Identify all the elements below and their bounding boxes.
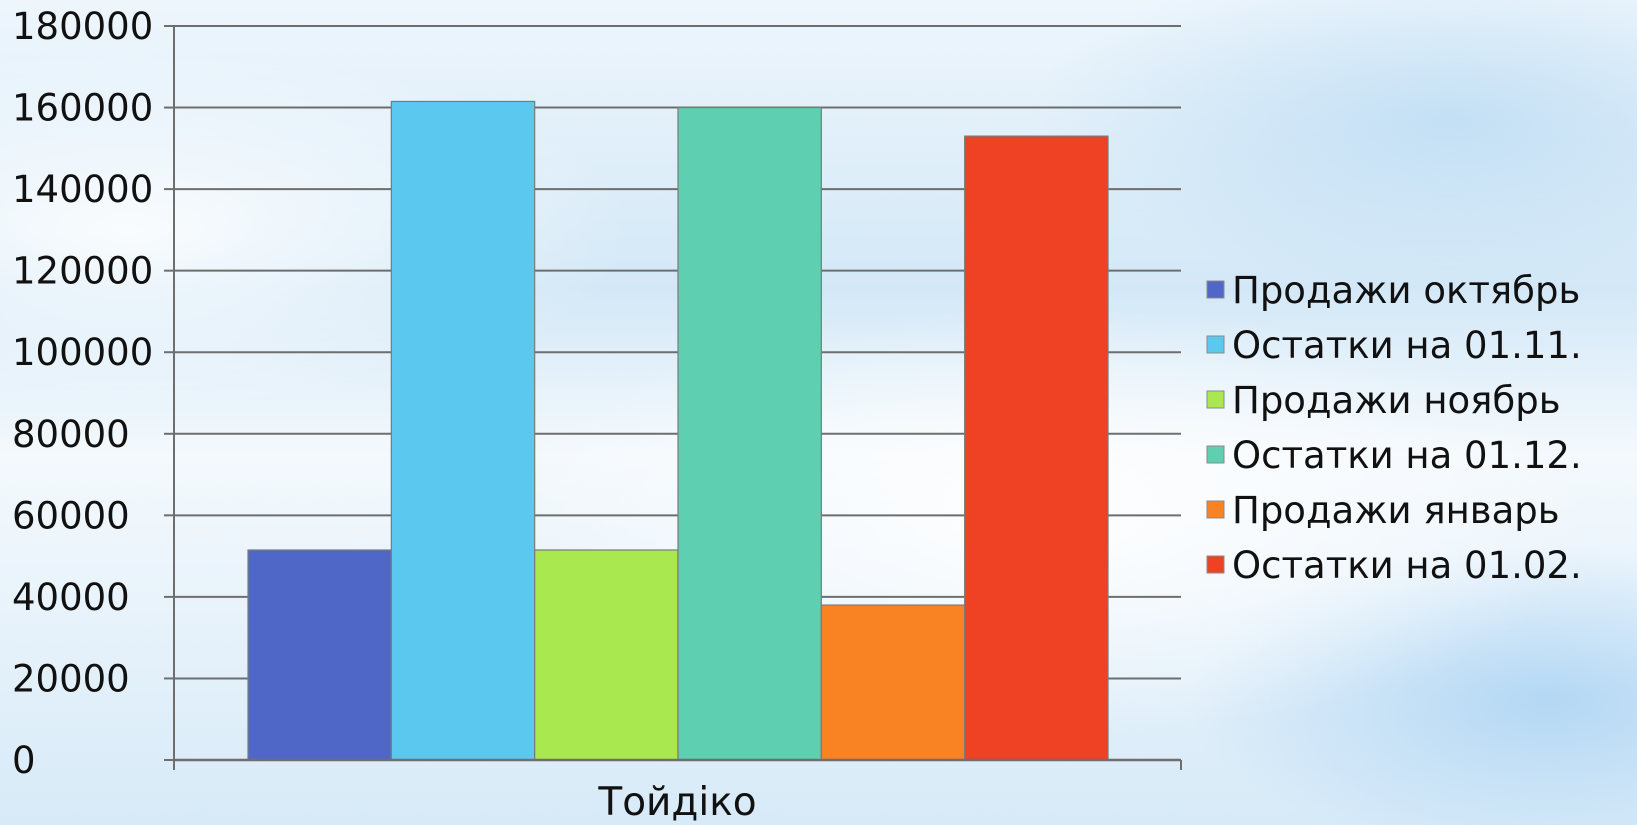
x-category-label: Тойдiко xyxy=(597,780,756,825)
legend-swatch xyxy=(1206,555,1225,574)
y-tick-label: 80000 xyxy=(12,413,130,456)
legend: Продажи октябрь Остатки на 01.11. Продажи … xyxy=(1206,269,1582,587)
y-tick-label: 160000 xyxy=(12,87,153,130)
bar xyxy=(247,549,392,761)
legend-label: Продажи ноябрь xyxy=(1232,379,1561,422)
y-tick-label: 120000 xyxy=(12,250,153,293)
y-tick-label: 40000 xyxy=(12,576,130,619)
legend-label: Продажи октябрь xyxy=(1232,269,1580,312)
y-tick-label: 0 xyxy=(12,739,36,782)
legend-swatch xyxy=(1206,280,1225,299)
legend-label: Остатки на 01.11. xyxy=(1232,324,1582,367)
y-tick-label: 140000 xyxy=(12,168,153,211)
bar xyxy=(964,135,1109,761)
legend-label: Остатки на 01.12. xyxy=(1232,434,1582,477)
legend-label: Остатки на 01.02. xyxy=(1232,544,1582,587)
legend-swatch xyxy=(1206,445,1225,464)
y-tick-label: 100000 xyxy=(12,331,153,374)
legend-label: Продажи январь xyxy=(1232,489,1560,532)
bar xyxy=(677,106,822,761)
legend-swatch xyxy=(1206,390,1225,409)
bars xyxy=(247,100,1109,761)
bar xyxy=(820,604,966,761)
y-tick-label: 20000 xyxy=(12,657,130,700)
legend-swatch xyxy=(1206,335,1225,354)
y-tick-label: 180000 xyxy=(12,5,153,48)
axes: 0 20000 40000 60000 80000 100000 120000 140000 1… xyxy=(12,5,1182,825)
legend-swatch xyxy=(1206,500,1225,519)
bar xyxy=(534,549,679,761)
y-tick-label: 60000 xyxy=(12,494,130,537)
bar xyxy=(390,100,536,761)
